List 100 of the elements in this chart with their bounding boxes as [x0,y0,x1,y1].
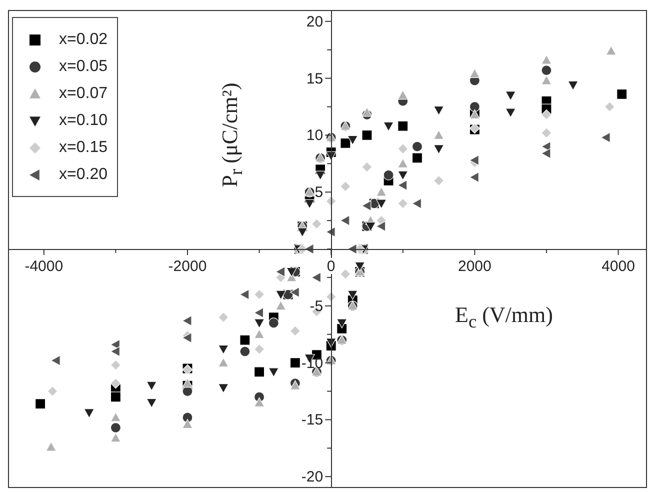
point [604,101,615,112]
point [276,290,286,300]
point [469,172,479,183]
point [254,344,265,354]
point [146,398,157,408]
point [304,199,315,209]
point [398,198,408,209]
point [362,200,372,212]
point [47,386,58,397]
legend-label: x=0.20 [59,166,108,184]
point [347,135,358,146]
point [383,170,394,180]
point [182,332,192,344]
point [376,186,387,196]
x-tick-label: 0 [326,258,336,275]
point [398,170,408,180]
point [336,318,348,328]
point [340,215,350,226]
point [340,268,351,280]
point [376,220,386,232]
point [276,266,286,278]
y-tick-label: -5 [310,298,324,315]
point [110,422,121,433]
point [84,408,94,418]
y-tick-label: 10 [306,127,324,144]
point [433,175,444,186]
point [541,54,552,64]
legend-label: x=0.10 [59,112,108,130]
point [146,381,157,391]
x-tick-label: -2000 [168,258,207,275]
point [182,378,193,388]
point [412,198,422,209]
point [315,170,326,180]
y-tick-label: 5 [314,184,324,202]
point [398,158,408,168]
point [110,392,121,402]
point [182,418,193,429]
point [568,80,578,90]
point [505,108,516,118]
point [254,397,265,407]
point [398,144,408,154]
point [182,412,193,423]
point [383,122,394,132]
point [600,132,610,143]
point [35,398,46,410]
point [433,144,444,154]
point [297,228,308,238]
point [505,91,516,101]
point [541,128,552,138]
point [268,368,279,378]
point [218,358,229,368]
legend-label: x=0.02 [59,30,108,48]
point [398,120,408,132]
point [362,130,372,140]
point [286,267,297,278]
point [362,162,372,172]
point [110,346,120,357]
point [254,318,265,328]
point [541,65,552,76]
point [469,68,480,78]
point [469,101,480,112]
x-tick-label: 2000 [458,258,492,275]
point [616,88,628,100]
point [376,199,387,209]
point [254,307,264,318]
point [347,290,358,300]
point [354,262,366,272]
point [254,366,265,378]
point [433,106,444,116]
point [541,75,552,85]
point [240,289,250,300]
point [218,344,229,354]
point [110,412,121,422]
point [110,360,121,370]
point [412,152,423,164]
y-tick-label: -15 [301,412,324,429]
point [433,130,444,140]
legend-label: x=0.05 [59,58,108,76]
point [311,272,322,283]
point [46,442,56,452]
point [218,312,229,323]
point [311,218,322,230]
y-tick-label: 20 [306,13,324,30]
y-tick-label: -20 [301,468,324,486]
point [254,329,265,339]
point [182,315,192,326]
point [218,384,229,394]
point [398,180,408,191]
point [340,138,351,148]
point [276,300,286,310]
legend-label: x=0.07 [59,84,108,102]
point [606,46,616,56]
point [50,355,60,366]
point [254,289,265,300]
y-tick-label: 15 [306,70,324,88]
point [365,222,376,232]
legend-label: x=0.15 [59,138,108,156]
point [326,226,336,238]
point [412,141,423,152]
point [110,378,121,389]
